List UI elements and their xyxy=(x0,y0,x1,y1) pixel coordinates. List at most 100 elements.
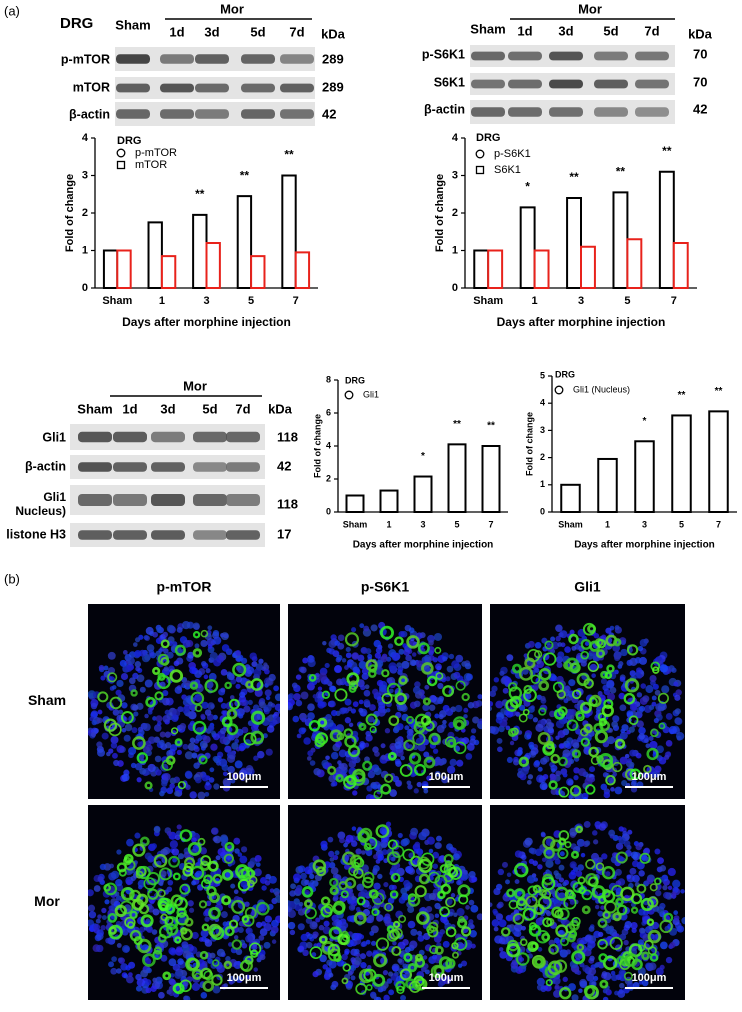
nucleus xyxy=(171,848,180,856)
x-tick-label: 3 xyxy=(578,295,584,307)
nucleus xyxy=(234,760,243,769)
nucleus xyxy=(205,668,211,674)
cell-signal xyxy=(532,954,546,969)
nucleus xyxy=(375,996,382,1000)
nucleus xyxy=(223,633,229,639)
nucleus xyxy=(463,714,468,719)
scale-bar-label: 100μm xyxy=(632,972,667,984)
nucleus xyxy=(325,755,330,761)
nucleus xyxy=(102,890,111,898)
nucleus xyxy=(449,758,457,767)
nucleus xyxy=(330,751,339,760)
cell-signal xyxy=(140,914,154,928)
nucleus xyxy=(367,653,373,659)
nucleus xyxy=(243,705,251,713)
nucleus xyxy=(372,868,378,874)
blot-band xyxy=(151,530,185,540)
bar xyxy=(250,255,266,289)
nucleus xyxy=(549,710,556,718)
nucleus xyxy=(356,883,365,892)
cell-signal xyxy=(208,923,222,938)
cell-signal xyxy=(579,701,592,714)
significance: * xyxy=(525,180,530,194)
nucleus xyxy=(400,755,405,761)
nucleus xyxy=(203,674,209,680)
cell-signal xyxy=(406,635,420,649)
nucleus xyxy=(166,624,175,633)
blot-band xyxy=(471,107,505,117)
column-title: p-S6K1 xyxy=(361,579,409,595)
cell-signal xyxy=(569,892,576,900)
cell-signal xyxy=(346,672,360,686)
nucleus xyxy=(164,731,171,738)
nucleus xyxy=(540,695,546,702)
nucleus xyxy=(428,704,436,711)
cell-signal xyxy=(649,883,658,892)
nucleus xyxy=(277,708,280,714)
nucleus xyxy=(614,655,621,662)
nucleus xyxy=(671,667,677,673)
cell-signal xyxy=(580,650,590,660)
cell-signal xyxy=(580,737,590,747)
cell-signal xyxy=(356,896,366,906)
cell-signal xyxy=(408,752,422,765)
cell-signal xyxy=(413,721,426,734)
nucleus xyxy=(227,765,235,774)
nucleus xyxy=(205,781,210,786)
x-tick-label: Sham xyxy=(102,295,132,307)
nucleus xyxy=(295,674,302,680)
nucleus xyxy=(398,631,405,638)
nucleus xyxy=(220,911,228,919)
cell-signal xyxy=(383,773,394,783)
bar xyxy=(345,494,365,513)
nucleus xyxy=(410,827,419,836)
nucleus xyxy=(634,671,642,679)
cell-signal xyxy=(612,911,622,922)
nucleus xyxy=(495,700,504,709)
legend-label: Gli1 xyxy=(363,389,379,399)
cell-signal xyxy=(391,945,402,957)
cell-signal xyxy=(394,636,404,647)
blot-band xyxy=(113,494,147,506)
bar xyxy=(519,206,536,289)
nucleus xyxy=(428,848,434,854)
significance: ** xyxy=(715,386,723,397)
nucleus xyxy=(145,626,154,635)
nucleus xyxy=(162,631,168,638)
nucleus xyxy=(359,953,366,960)
cell-signal xyxy=(605,774,616,786)
nucleus xyxy=(322,964,328,970)
nucleus xyxy=(100,924,106,931)
legend-label: p-S6K1 xyxy=(494,148,531,160)
cell-signal xyxy=(344,632,360,647)
cell-signal xyxy=(628,715,639,726)
nucleus xyxy=(268,673,276,682)
cell-signal xyxy=(190,691,205,706)
nucleus xyxy=(527,640,535,648)
cell-signal xyxy=(511,663,522,674)
cell-signal xyxy=(103,718,118,732)
nucleus xyxy=(360,684,366,691)
nucleus xyxy=(233,889,239,895)
nucleus xyxy=(593,975,599,982)
cell-signal xyxy=(453,937,468,951)
cell-signal xyxy=(154,691,164,701)
nucleus xyxy=(672,879,681,888)
nucleus xyxy=(300,666,307,674)
nucleus xyxy=(451,660,460,669)
x-tick-label: 5 xyxy=(454,519,459,529)
cell-signal xyxy=(342,851,356,865)
nucleus xyxy=(162,715,171,723)
nucleus xyxy=(351,826,357,831)
nucleus xyxy=(630,851,639,859)
nucleus xyxy=(379,826,388,835)
nucleus xyxy=(196,683,202,689)
nucleus xyxy=(575,870,583,877)
nucleus xyxy=(441,775,449,784)
cell-signal xyxy=(445,896,456,908)
nucleus xyxy=(90,731,97,738)
nucleus xyxy=(328,648,335,655)
nucleus xyxy=(407,920,416,929)
cell-signal xyxy=(179,883,191,895)
nucleus xyxy=(373,639,381,648)
